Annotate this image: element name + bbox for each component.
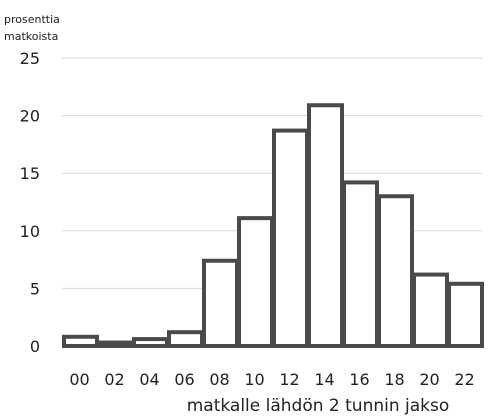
x-tick-label: 22 <box>454 370 474 389</box>
bar-20 <box>412 272 449 348</box>
x-tick-label: 20 <box>419 370 439 389</box>
y-tick-label: 5 <box>30 279 40 298</box>
x-axis-title: matkalle lähdön 2 tunnin jakso <box>187 396 450 416</box>
bar-08 <box>202 258 239 349</box>
y-tick-label: 20 <box>20 107 40 126</box>
y-tick-labels: 0 5 10 15 20 25 <box>20 49 40 356</box>
y-tick-label: 15 <box>20 164 40 183</box>
x-tick-label: 08 <box>209 370 229 389</box>
y-tick-label: 10 <box>20 222 40 241</box>
bars <box>62 103 484 349</box>
bar-16 <box>342 180 379 348</box>
x-tick-label: 18 <box>384 370 404 389</box>
x-tick-label: 00 <box>69 370 89 389</box>
y-axis-title-line-1: prosenttia <box>4 13 60 26</box>
bar-02 <box>97 340 134 349</box>
x-tick-label: 04 <box>139 370 159 389</box>
y-tick-label: 25 <box>20 49 40 68</box>
x-tick-label: 06 <box>174 370 194 389</box>
y-tick-label: 0 <box>30 337 40 356</box>
y-axis-title: prosenttia matkoista <box>4 13 60 43</box>
bar-12 <box>272 128 309 348</box>
bar-14 <box>307 103 344 349</box>
bar-06 <box>167 330 204 348</box>
bar-10 <box>237 216 274 349</box>
bar-00 <box>62 334 99 348</box>
x-tick-label: 02 <box>104 370 124 389</box>
x-tick-label: 14 <box>314 370 334 389</box>
bar-04 <box>132 337 169 349</box>
x-tick-label: 16 <box>349 370 369 389</box>
y-axis-title-line-2: matkoista <box>4 30 58 43</box>
x-tick-label: 10 <box>244 370 264 389</box>
bar-22 <box>447 281 484 348</box>
bar-18 <box>377 194 414 348</box>
x-tick-labels: 00 02 04 06 08 10 12 14 16 18 20 22 <box>69 370 474 389</box>
x-tick-label: 12 <box>279 370 299 389</box>
